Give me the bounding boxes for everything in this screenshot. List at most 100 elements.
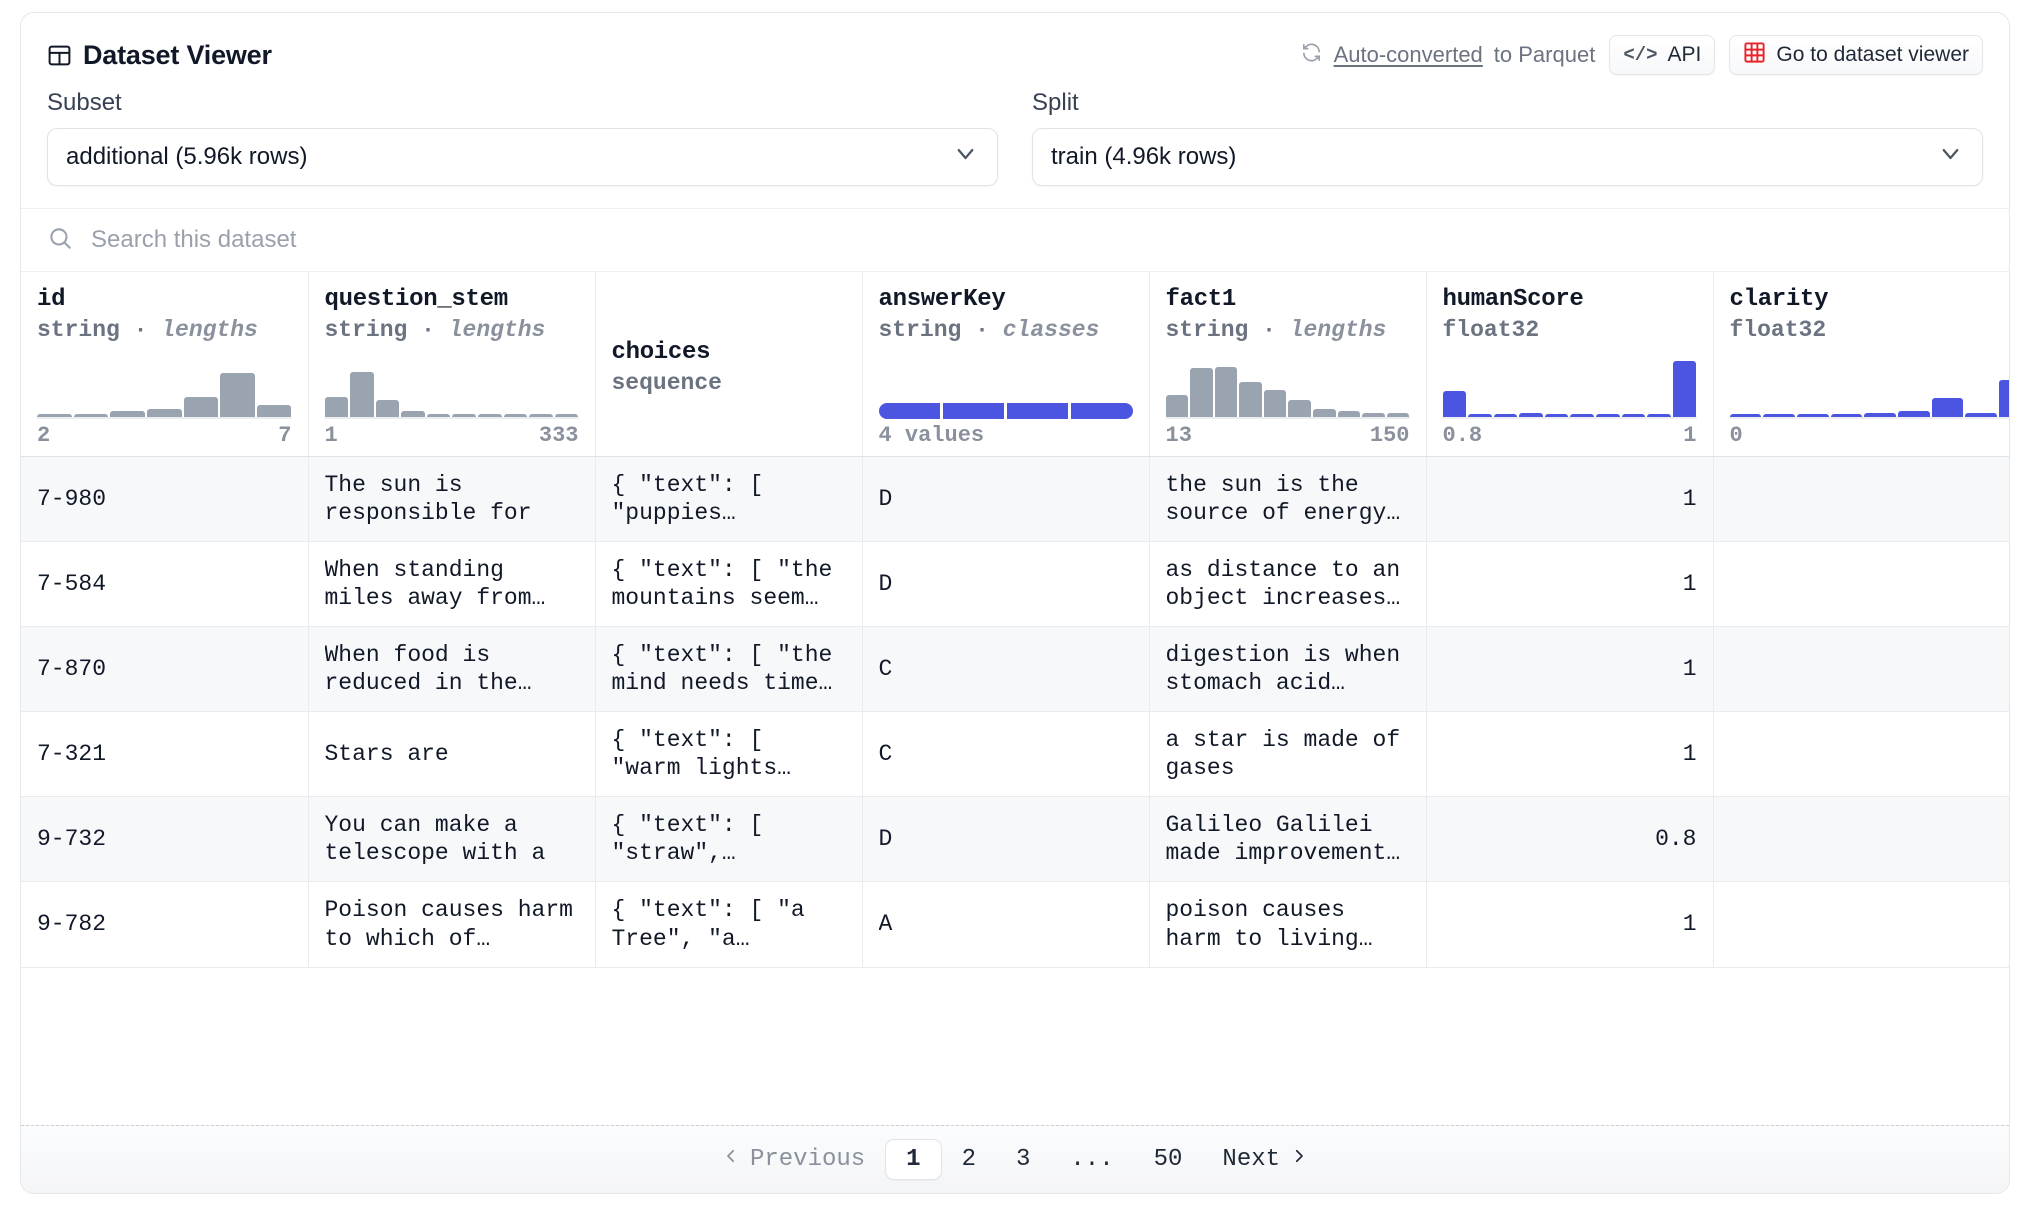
page-button-50[interactable]: 50: [1153, 1146, 1183, 1173]
selector-row: Subset additional (5.96k rows) Split tra…: [21, 79, 2009, 208]
chevron-left-icon: [722, 1146, 740, 1173]
cell-choices: { "text": [ "the mind needs time…: [595, 626, 863, 713]
histogram-max: 1: [1683, 423, 1697, 448]
page-title-text: Dataset Viewer: [83, 39, 272, 70]
chevron-down-icon: [952, 140, 979, 174]
search-bar[interactable]: [21, 208, 2009, 272]
column-name: humanScore: [1442, 286, 1584, 313]
histogram-bar: [1672, 361, 1697, 417]
cell-clarity: [1713, 456, 2009, 543]
cell-text: When food is reduced in the…: [324, 642, 532, 697]
column-header-fact1[interactable]: fact1 string · lengths 13 150: [1149, 272, 1427, 457]
column-header-choices[interactable]: choices sequence: [595, 272, 863, 457]
search-input[interactable]: [91, 226, 1983, 254]
histogram-max: 150: [1369, 423, 1410, 448]
column-histogram: [1442, 361, 1697, 419]
page-button-current[interactable]: 1: [885, 1139, 942, 1180]
histogram-bar: [183, 396, 219, 417]
class-values-label: 4 values: [878, 423, 985, 448]
table-row[interactable]: 7-584 When standing miles away from… { "te…: [21, 541, 2009, 628]
histogram-bar: [350, 372, 374, 417]
chevron-down-icon: [1937, 140, 1964, 174]
column-header-question_stem[interactable]: question_stem string · lengths 1 333: [308, 272, 596, 457]
cell-fact1: Galileo Galilei made improvement…: [1149, 796, 1427, 883]
cell-text: 1.: [1730, 910, 2010, 938]
table-row[interactable]: 7-870 When food is reduced in the… { "text…: [21, 626, 2009, 713]
histogram-bar: [1544, 414, 1569, 417]
column-header-humanScore[interactable]: humanScore float32 0.8 1: [1426, 272, 1714, 457]
histogram-bar: [220, 373, 255, 417]
next-button[interactable]: Next: [1202, 1138, 1328, 1181]
histogram-bar: [503, 413, 528, 417]
go-to-dataset-viewer-button[interactable]: Go to dataset viewer: [1729, 35, 1983, 75]
column-type: string · lengths: [37, 317, 258, 343]
histogram-bar: [1214, 366, 1238, 417]
subset-value: additional (5.96k rows): [66, 143, 308, 170]
cell-humanScore: 1: [1426, 626, 1714, 713]
next-label: Next: [1222, 1146, 1281, 1173]
column-name: fact1: [1165, 286, 1237, 313]
cell-clarity: 1.: [1713, 711, 2009, 798]
cell-question_stem: You can make a telescope with a: [308, 796, 596, 883]
histogram-bar: [110, 411, 145, 417]
dataset-viewer-card: Dataset Viewer Auto-converted to Parquet…: [20, 12, 2010, 1194]
cell-id: 7-321: [21, 711, 309, 798]
cell-humanScore: 1: [1426, 881, 1714, 968]
cell-text: 9-732: [37, 826, 107, 853]
column-header-clarity[interactable]: clarity float32 0: [1713, 272, 2009, 457]
histogram-bar: [146, 409, 182, 417]
cell-question_stem: When food is reduced in the…: [308, 626, 596, 713]
histogram-bar: [478, 413, 502, 417]
page-button-3[interactable]: 3: [1015, 1146, 1031, 1173]
histogram-min: 1: [324, 423, 338, 448]
column-header-id[interactable]: id string · lengths 2 7: [21, 272, 309, 457]
cell-choices: { "text": [ "warm lights that…: [595, 711, 863, 798]
cell-text: 7-980: [37, 486, 107, 513]
subset-dropdown[interactable]: additional (5.96k rows): [47, 128, 998, 186]
cell-text: the sun is the source of energy…: [1165, 472, 1401, 527]
auto-converted-link[interactable]: Auto-converted: [1333, 42, 1483, 67]
histogram-min: 0.8: [1442, 423, 1483, 448]
histogram-bar: [1647, 414, 1671, 417]
red-grid-icon: [1743, 41, 1766, 70]
chevron-right-icon: [1290, 1146, 1308, 1173]
previous-button[interactable]: Previous: [702, 1138, 885, 1181]
dataset-table: id string · lengths 2 7 question_stem string …: [21, 272, 2009, 968]
histogram-range: 0.8 1: [1443, 423, 1697, 448]
column-type: float32: [1442, 317, 1540, 343]
cell-choices: { "text": [ "puppies learnin…: [595, 456, 863, 543]
table-row[interactable]: 7-321 Stars are { "text": [ "warm lights t…: [21, 711, 2009, 798]
cell-id: 9-782: [21, 881, 309, 968]
cell-text: 0.8: [1655, 826, 1697, 853]
histogram-bar: [1999, 380, 2009, 417]
cell-text: 1: [1682, 571, 1697, 598]
table-row[interactable]: 9-732 You can make a telescope with a { "t…: [21, 796, 2009, 883]
page-button-...: ...: [1070, 1146, 1114, 1173]
column-header-answerKey[interactable]: answerKey string · classes 4 values: [862, 272, 1150, 457]
api-button[interactable]: </> API: [1609, 35, 1716, 75]
cell-text: A: [878, 911, 893, 938]
histogram-bar: [401, 411, 425, 417]
histogram-bar: [1190, 367, 1213, 417]
histogram-bar: [1898, 411, 1930, 417]
table-row[interactable]: 7-980 The sun is responsible for { "text":…: [21, 456, 2009, 543]
cell-text: 1: [1682, 656, 1697, 683]
go-to-dataset-viewer-label: Go to dataset viewer: [1776, 43, 1969, 66]
split-dropdown[interactable]: train (4.96k rows): [1032, 128, 1983, 186]
cell-text: 7-584: [37, 571, 107, 598]
table-row[interactable]: 9-782 Poison causes harm to which of… { "t…: [21, 881, 2010, 968]
cell-text: Galileo Galilei made improvement…: [1165, 812, 1401, 867]
histogram-bar: [1796, 413, 1829, 417]
cell-text: D: [878, 826, 893, 853]
cell-id: 7-870: [21, 626, 309, 713]
histogram-bar: [1621, 414, 1646, 417]
subset-label: Subset: [47, 89, 122, 116]
cell-question_stem: When standing miles away from…: [308, 541, 596, 628]
histogram-bar: [1386, 413, 1410, 417]
cell-humanScore: 1: [1426, 456, 1714, 543]
page-button-2[interactable]: 2: [961, 1146, 976, 1173]
cell-text: as distance to an object increases…: [1165, 557, 1401, 612]
cell-text: C: [878, 656, 893, 683]
split-selector-group: Split train (4.96k rows): [1032, 89, 1983, 186]
auto-converted-suffix: to Parquet: [1493, 42, 1596, 67]
